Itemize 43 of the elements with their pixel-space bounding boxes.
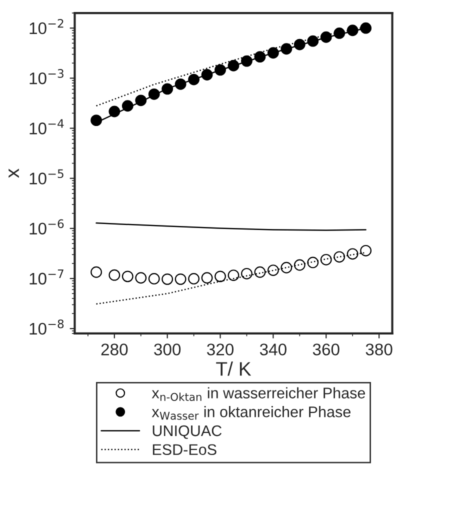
y-tick-label: 10$^{−5}$ bbox=[30, 169, 64, 184]
point bbox=[214, 270, 226, 282]
point bbox=[346, 248, 358, 260]
x-tick-label: 280 bbox=[101, 344, 128, 356]
y-tick-label: 10$^{−7}$ bbox=[30, 270, 64, 285]
x-tick-label: 340 bbox=[260, 344, 286, 356]
x-tick-label: 380 bbox=[366, 344, 392, 356]
point bbox=[122, 270, 134, 282]
legend-label: UNIQUAC bbox=[152, 425, 222, 439]
point bbox=[188, 273, 200, 284]
point bbox=[228, 270, 240, 281]
x-axis-title: T/ K bbox=[216, 361, 252, 376]
point bbox=[201, 272, 213, 284]
point bbox=[108, 269, 120, 281]
y-tick-label: 10$^{−4}$ bbox=[30, 119, 64, 134]
point bbox=[267, 264, 279, 276]
point bbox=[320, 254, 332, 266]
point bbox=[360, 22, 372, 34]
y-tick-label: 10$^{−3}$ bbox=[30, 69, 64, 84]
y-tick-label: 10$^{−8}$ bbox=[30, 319, 64, 335]
x-tick-label: 300 bbox=[154, 344, 181, 356]
y-tick-label: 10$^{−6}$ bbox=[30, 219, 64, 234]
point bbox=[334, 251, 346, 263]
legend-label: x$_{n-Oktan}$ in wasserreicher Phase bbox=[152, 387, 366, 401]
legend-label: x$_{Wasser}$ in oktanreicher Phase bbox=[152, 406, 350, 420]
point bbox=[90, 114, 102, 126]
point bbox=[294, 259, 306, 271]
point bbox=[90, 266, 102, 278]
legend-label: ESD-EoS bbox=[152, 444, 216, 456]
point bbox=[148, 273, 160, 284]
point bbox=[162, 273, 174, 285]
point bbox=[360, 244, 372, 256]
point bbox=[307, 256, 319, 268]
x-tick-label: 360 bbox=[312, 344, 340, 356]
point bbox=[280, 262, 292, 274]
x-tick-label: 320 bbox=[207, 344, 234, 356]
line-series bbox=[96, 222, 366, 231]
point bbox=[241, 268, 252, 280]
y-tick-label: 10$^{−2}$ bbox=[30, 18, 64, 34]
y-axis-title: x bbox=[8, 168, 19, 178]
point bbox=[135, 272, 147, 284]
point bbox=[254, 266, 266, 278]
point bbox=[174, 273, 186, 285]
